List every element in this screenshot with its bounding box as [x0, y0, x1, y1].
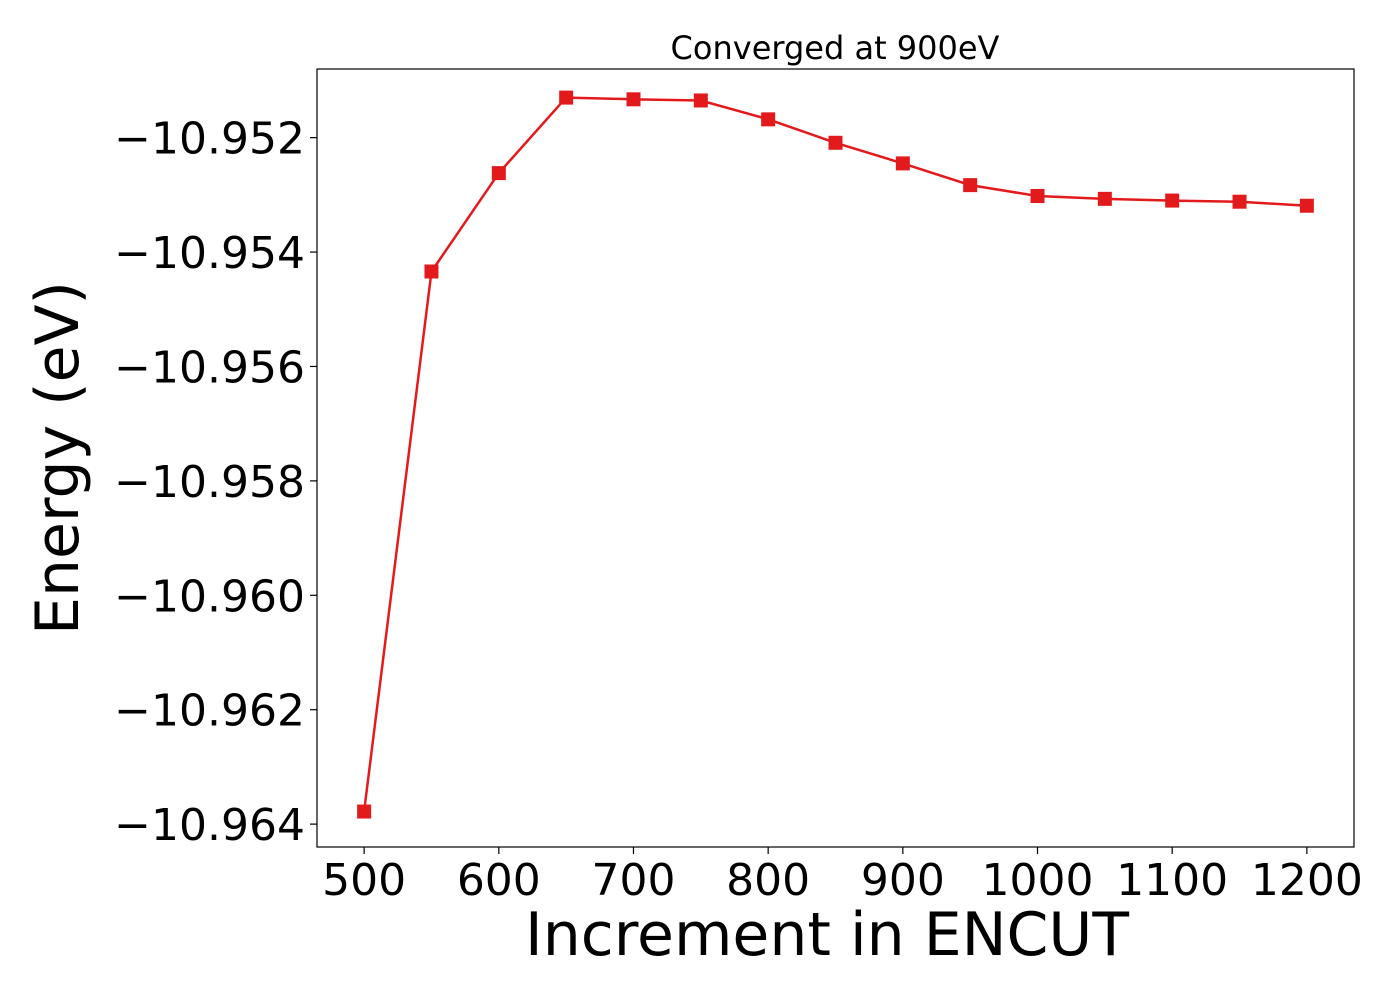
- data-point: [895, 156, 910, 171]
- data-point: [424, 264, 439, 279]
- y-tick-label: −10.958: [114, 457, 305, 508]
- data-point: [1030, 188, 1045, 203]
- data-point: [357, 804, 372, 819]
- x-tick-label: 700: [591, 855, 675, 906]
- y-tick-label: −10.956: [114, 342, 305, 393]
- data-point: [828, 135, 843, 150]
- plot-area: [316, 68, 1355, 848]
- data-point: [1299, 198, 1314, 213]
- y-tick-label: −10.960: [114, 571, 305, 622]
- data-point: [626, 92, 641, 107]
- y-axis: −10.952 −10.954 −10.956 −10.958 −10.960 −10.9…: [114, 114, 317, 851]
- x-tick-label: 500: [322, 855, 406, 906]
- y-tick-label: −10.954: [114, 228, 305, 279]
- data-point: [1165, 193, 1180, 208]
- data-point: [491, 166, 506, 181]
- data-point: [693, 93, 708, 108]
- chart-title: Converged at 900eV: [671, 29, 1000, 67]
- x-axis: 500 600 700 800 900 1000 1100 1200: [322, 847, 1363, 906]
- x-tick-label: 1000: [982, 855, 1094, 906]
- y-tick-label: −10.962: [114, 686, 305, 737]
- data-point: [1097, 191, 1112, 206]
- y-tick-label: −10.964: [114, 800, 305, 851]
- data-point: [761, 112, 776, 127]
- x-tick-label: 800: [726, 855, 810, 906]
- x-tick-label: 1100: [1116, 855, 1228, 906]
- y-tick-label: −10.952: [114, 114, 305, 165]
- x-axis-label: Increment in ENCUT: [525, 900, 1129, 970]
- y-axis-label: Energy (eV): [23, 281, 93, 635]
- x-tick-label: 600: [457, 855, 541, 906]
- data-point: [1232, 194, 1247, 209]
- x-tick-label: 1200: [1251, 855, 1363, 906]
- data-point: [963, 178, 978, 193]
- x-tick-label: 900: [861, 855, 945, 906]
- data-point: [559, 90, 574, 105]
- series-layer: [357, 90, 1314, 819]
